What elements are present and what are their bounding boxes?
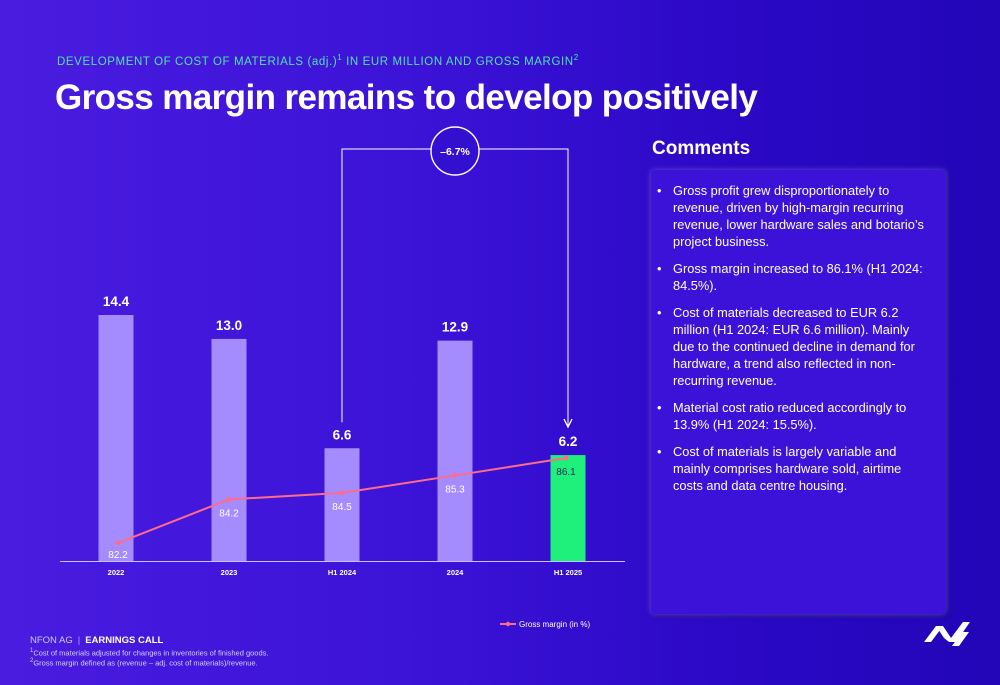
bar <box>550 455 586 561</box>
annotation-badge <box>430 126 480 176</box>
bullet-icon: • <box>657 261 662 276</box>
gross-margin-point <box>452 473 458 478</box>
bullet-icon: • <box>657 400 662 415</box>
comment-item: • Gross margin increased to 86.1% (H1 202… <box>657 260 932 294</box>
bar <box>211 338 247 561</box>
company-name: NFON AG <box>30 635 73 646</box>
gross-margin-label: 85.3 <box>445 484 465 495</box>
gross-margin-label: 82.2 <box>108 550 128 561</box>
gross-margin-label: 84.5 <box>332 502 352 513</box>
footer-separator: | <box>77 635 81 646</box>
footer-company: NFON AG | EARNINGS CALL <box>30 635 163 646</box>
comment-item: • Cost of materials is largely variable a… <box>657 443 932 494</box>
bar-value-label: 13.0 <box>216 318 242 333</box>
gross-margin-point <box>115 540 121 546</box>
eyebrow-text-1: DEVELOPMENT OF COST OF MATERIALS (adj.) <box>57 55 338 68</box>
bar <box>437 340 473 561</box>
event-name: EARNINGS CALL <box>85 635 164 646</box>
x-tick-label: H1 2025 <box>554 568 582 577</box>
gross-margin-point <box>339 490 345 496</box>
eyebrow-text-2: IN EUR MILLION AND GROSS MARGIN <box>342 55 574 68</box>
footnote-2-marker: 2 <box>30 658 34 664</box>
comment-text: Gross profit grew disproportionately to … <box>673 183 924 249</box>
bullet-icon: • <box>657 183 662 198</box>
comment-item: • Gross profit grew disproportionately to… <box>657 182 932 250</box>
bar-value-label: 6.2 <box>559 434 578 449</box>
gross-margin-point <box>226 497 232 502</box>
comment-text: Cost of materials decreased to EUR 6.2 m… <box>673 305 915 388</box>
bar <box>324 448 360 561</box>
footnote-2: 2Gross margin defined as (revenue – adj.… <box>30 658 258 668</box>
nfon-logo-icon <box>924 622 970 646</box>
cost-of-materials-chart: 14.4 2022 13.0 2023 6.6 H1 2024 12.9 2024 6.2 H1 … <box>60 126 625 629</box>
bullet-icon: • <box>657 444 662 459</box>
footnote-1-marker: 1 <box>30 648 34 654</box>
comments-title: Comments <box>652 138 751 159</box>
comments-panel: • Gross profit grew disproportionately to… <box>651 170 946 614</box>
bullet-icon: • <box>657 305 662 320</box>
x-tick-label: 2023 <box>221 568 238 577</box>
gross-margin-label: 86.1 <box>556 467 576 478</box>
comment-text: Gross margin increased to 86.1% (H1 2024… <box>673 261 923 293</box>
comment-text: Material cost ratio reduced accordingly … <box>673 400 907 432</box>
x-tick-label: H1 2024 <box>328 568 357 577</box>
gross-margin-label: 84.2 <box>219 508 239 519</box>
footnote-1-text: Cost of materials adjusted for changes i… <box>33 648 269 658</box>
x-tick-label: 2022 <box>108 568 125 577</box>
bar-value-label: 14.4 <box>103 294 130 309</box>
chart-eyebrow: DEVELOPMENT OF COST OF MATERIALS (adj.)1… <box>57 53 579 68</box>
bar-value-label: 6.6 <box>333 427 352 442</box>
bar <box>98 315 134 561</box>
footnote-ref-1: 1 <box>337 53 343 62</box>
footnote-2-text: Gross margin defined as (revenue – adj. … <box>33 658 258 668</box>
footnote-ref-2: 2 <box>573 53 579 62</box>
comment-text: Cost of materials is largely variable an… <box>673 444 902 493</box>
x-tick-label: 2024 <box>447 568 465 577</box>
page-title: Gross margin remains to develop positive… <box>55 78 758 117</box>
bar-value-label: 12.9 <box>442 320 468 335</box>
comment-item: • Cost of materials decreased to EUR 6.2 … <box>657 304 932 389</box>
legend-label: Gross margin (in %) <box>519 620 590 629</box>
comments-list: • Gross profit grew disproportionately to… <box>651 170 946 494</box>
gross-margin-point <box>563 455 569 461</box>
legend-marker <box>505 621 511 627</box>
annotation-arrowhead <box>563 418 573 429</box>
comment-item: • Material cost ratio reduced accordingly… <box>657 399 932 433</box>
annotation-text: –6.7% <box>440 146 470 158</box>
footnote-1: 1Cost of materials adjusted for changes … <box>30 648 268 658</box>
